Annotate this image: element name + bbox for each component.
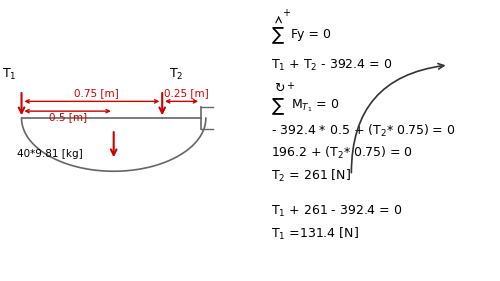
Text: M$_{T_1}$ = 0: M$_{T_1}$ = 0 — [290, 97, 339, 114]
Text: Fy = 0: Fy = 0 — [290, 28, 331, 41]
Text: +: + — [286, 81, 294, 91]
Text: T$_1$ + 261 - 392.4 = 0: T$_1$ + 261 - 392.4 = 0 — [272, 204, 403, 219]
Text: 196.2 + (T$_2$* 0.75) = 0: 196.2 + (T$_2$* 0.75) = 0 — [272, 145, 413, 161]
Text: T$_2$ = 261 [N]: T$_2$ = 261 [N] — [272, 167, 351, 183]
Text: T$_1$ + T$_2$ - 392.4 = 0: T$_1$ + T$_2$ - 392.4 = 0 — [272, 57, 392, 72]
Text: 0.75 [m]: 0.75 [m] — [74, 89, 119, 99]
Text: ∑: ∑ — [272, 25, 283, 43]
Text: T$_2$: T$_2$ — [170, 67, 184, 82]
Text: 0.5 [m]: 0.5 [m] — [48, 112, 86, 123]
Text: 40*9.81 [kg]: 40*9.81 [kg] — [16, 149, 82, 160]
Text: T$_1$ =131.4 [N]: T$_1$ =131.4 [N] — [272, 226, 360, 242]
Text: ∑: ∑ — [272, 97, 283, 115]
Text: T$_1$: T$_1$ — [2, 67, 16, 82]
Text: 0.25 [m]: 0.25 [m] — [164, 89, 209, 99]
Text: - 392.4 * 0.5 + (T$_2$* 0.75) = 0: - 392.4 * 0.5 + (T$_2$* 0.75) = 0 — [272, 123, 456, 139]
Text: +: + — [282, 8, 290, 18]
Text: ↻: ↻ — [274, 82, 284, 95]
